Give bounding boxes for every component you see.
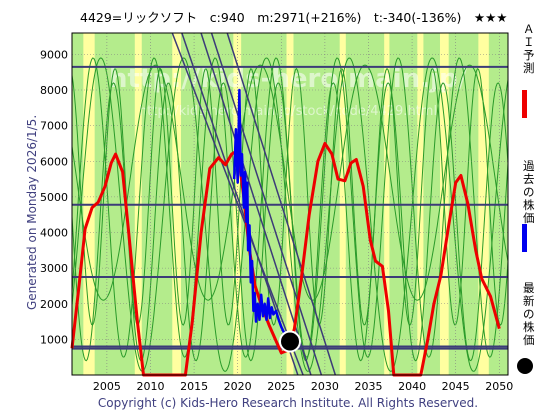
watermark-main: http://kids-hero.main.jp/ <box>109 64 468 94</box>
copyright-footer: Copyright (c) Kids-Hero Research Institu… <box>98 396 478 410</box>
x-tick-2045: 2045 <box>442 380 470 393</box>
x-tick-2040: 2040 <box>398 380 426 393</box>
legend-label-price: 過去の株価 <box>523 159 535 225</box>
cycle-line-2 <box>71 67 509 326</box>
generated-date-label: Generated on Monday 2026/1/5. <box>25 115 39 310</box>
y-axis-ticks: 1000 2000 3000 4000 5000 6000 7000 8000 9000 <box>40 48 68 346</box>
legend-label-latest: 最新の株価 <box>523 281 535 347</box>
watermark-sub: http://kids-hero.main.jp/stock/code/4429… <box>139 104 437 119</box>
legend-swatch-prediction <box>522 90 527 118</box>
latest-price-marker <box>279 330 301 353</box>
y-tick-2000: 2000 <box>40 298 68 311</box>
cycle-line-1 <box>71 57 509 372</box>
legend-label-prediction: ＡＩ予測 <box>523 22 535 75</box>
x-tick-2015: 2015 <box>180 380 208 393</box>
x-axis-ticks: 2005 2010 2015 2020 2025 2030 2035 2040 2045 2050 <box>93 380 513 393</box>
plot-area: http://kids-hero.main.jp/ http://kids-he… <box>70 32 509 377</box>
legend-swatch-price <box>522 224 527 252</box>
x-tick-2005: 2005 <box>93 380 121 393</box>
y-tick-3000: 3000 <box>40 262 68 275</box>
plot-border <box>71 32 509 376</box>
watermark: http://kids-hero.main.jp/ http://kids-he… <box>109 64 468 119</box>
legend: ＡＩ予測 過去の株価 最新の株価 <box>517 22 535 374</box>
x-tick-2035: 2035 <box>354 380 382 393</box>
y-tick-6000: 6000 <box>40 155 68 168</box>
y-tick-4000: 4000 <box>40 227 68 240</box>
x-tick-2010: 2010 <box>136 380 164 393</box>
trend-line-0 <box>171 32 304 376</box>
trend-line-4 <box>226 32 337 376</box>
y-tick-5000: 5000 <box>40 191 68 204</box>
y-tick-1000: 1000 <box>40 333 68 346</box>
x-tick-2050: 2050 <box>485 380 513 393</box>
legend-swatch-latest <box>517 358 533 374</box>
x-tick-2025: 2025 <box>267 380 295 393</box>
x-tick-2020: 2020 <box>224 380 252 393</box>
trend-line-2 <box>200 32 312 376</box>
y-tick-7000: 7000 <box>40 120 68 133</box>
price-line <box>232 88 291 343</box>
y-tick-9000: 9000 <box>40 48 68 61</box>
y-tick-8000: 8000 <box>40 84 68 97</box>
chart-title: 4429=リックソフト c:940 m:2971(+216%) t:-340(-… <box>80 10 508 25</box>
trend-line-3 <box>210 32 323 376</box>
x-tick-2030: 2030 <box>311 380 339 393</box>
